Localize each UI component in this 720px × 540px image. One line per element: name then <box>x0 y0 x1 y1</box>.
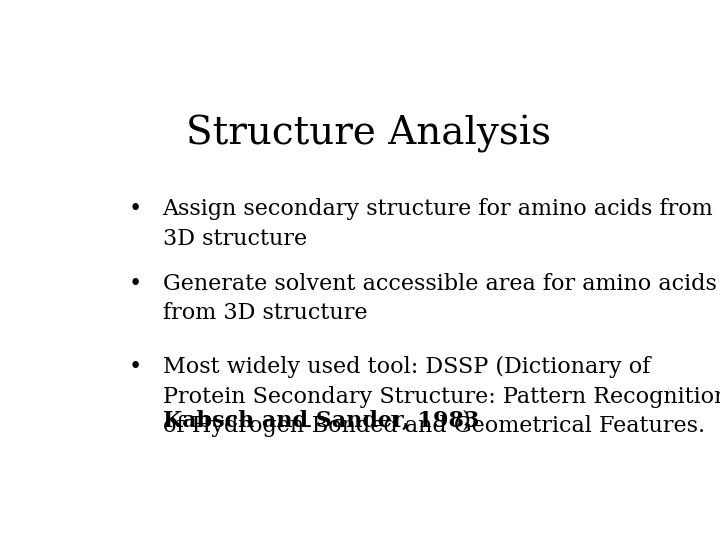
Text: Structure Analysis: Structure Analysis <box>186 114 552 153</box>
Text: ): ) <box>461 409 470 431</box>
Text: Generate solvent accessible area for amino acids
from 3D structure: Generate solvent accessible area for ami… <box>163 273 716 325</box>
Text: Assign secondary structure for amino acids from
3D structure: Assign secondary structure for amino aci… <box>163 198 714 249</box>
Text: •: • <box>129 356 143 378</box>
Text: Most widely used tool: DSSP (Dictionary of
Protein Secondary Structure: Pattern : Most widely used tool: DSSP (Dictionary … <box>163 356 720 437</box>
Text: Kabsch and Sander, 1983: Kabsch and Sander, 1983 <box>163 409 479 431</box>
Text: •: • <box>129 273 143 295</box>
Text: •: • <box>129 198 143 220</box>
